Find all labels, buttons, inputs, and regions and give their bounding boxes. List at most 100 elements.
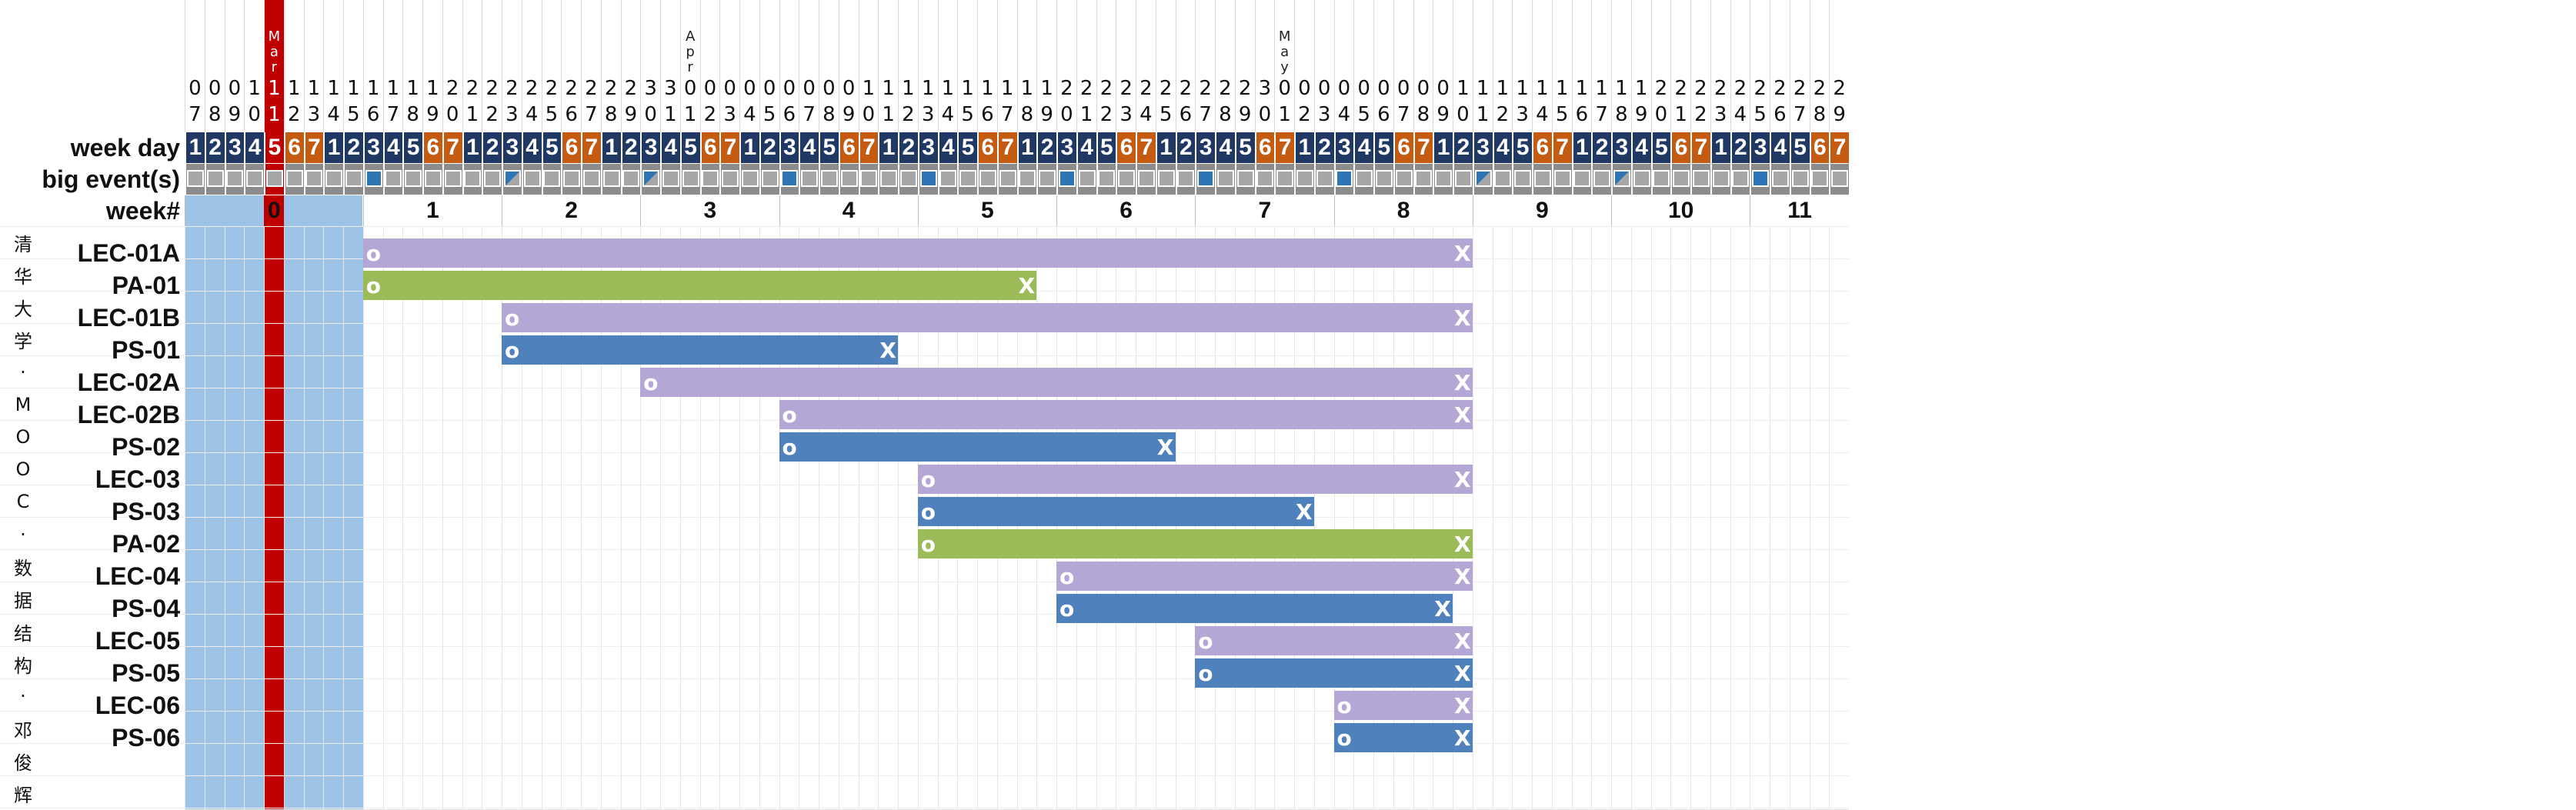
date-digit: 1 [347, 77, 360, 100]
weekday-number: 6 [704, 135, 717, 160]
month-letter: r [271, 59, 278, 75]
task-bar[interactable] [779, 432, 1176, 462]
date-digit: 4 [1733, 103, 1747, 126]
event-cell [600, 164, 621, 195]
big-event-marker [503, 170, 521, 187]
date-digit: 7 [1595, 103, 1608, 126]
task-bar[interactable] [1195, 658, 1473, 688]
weekday-number: 7 [1556, 135, 1569, 160]
date-digit: 0 [723, 77, 736, 100]
week-number: 6 [1119, 198, 1133, 223]
task-label: LEC-04 [46, 560, 185, 592]
task-bar[interactable] [362, 238, 1473, 268]
weekday-number: 1 [1714, 135, 1727, 160]
event-checkbox [602, 170, 620, 187]
weekday-number: 1 [1298, 135, 1312, 160]
event-checkbox [1276, 170, 1294, 187]
weekday-cell: 4 [799, 132, 819, 163]
weekday-cell: 6 [283, 132, 304, 163]
weekday-cell: 3 [1750, 132, 1770, 163]
week-number-cell: 8 [1333, 195, 1473, 226]
task-bar[interactable] [917, 529, 1473, 558]
event-checkbox [1454, 170, 1472, 187]
task-bar[interactable] [502, 335, 898, 365]
month-letter: A [685, 28, 696, 45]
date-digit: 2 [445, 77, 459, 100]
weekday-number: 2 [209, 135, 222, 160]
date-digit: 1 [1516, 77, 1529, 100]
start-mark: o [505, 337, 520, 363]
event-cell [323, 164, 343, 195]
weekday-cell: 4 [937, 132, 958, 163]
task-label: PA-01 [46, 269, 185, 302]
start-marker: o [782, 432, 802, 462]
weekday-cell: 7 [1690, 132, 1710, 163]
start-mark: o [920, 466, 936, 492]
end-mark: X [1454, 466, 1471, 492]
event-cell [719, 164, 739, 195]
task-bar[interactable] [1333, 691, 1473, 720]
event-checkbox [563, 170, 581, 187]
week-label: week# [0, 195, 185, 226]
weekday-number: 5 [1794, 135, 1807, 160]
date-digit: 0 [1436, 77, 1450, 100]
grid-column [1750, 226, 1770, 810]
week-0-band-highlight [264, 195, 284, 226]
weekday-cell: 4 [1492, 132, 1513, 163]
date-digit: 3 [307, 103, 321, 126]
date-digit: 1 [1595, 77, 1608, 100]
event-checkbox [1137, 170, 1155, 187]
event-checkbox [1553, 170, 1571, 187]
week-number-cell: 11 [1750, 195, 1849, 226]
weekday-cell: 6 [1116, 132, 1136, 163]
event-checkbox [1118, 170, 1136, 187]
task-bar[interactable] [502, 303, 1473, 332]
event-checkbox [959, 170, 977, 187]
date-digit: 3 [1516, 103, 1529, 126]
end-mark: X [1296, 498, 1313, 525]
date-digit: 1 [941, 77, 955, 100]
task-bar[interactable] [779, 400, 1473, 429]
date-digit: 2 [1159, 77, 1173, 100]
task-bar[interactable] [362, 271, 1037, 300]
weekday-number: 6 [288, 135, 301, 160]
date-digit: 2 [703, 103, 717, 126]
date-digit: 6 [981, 103, 994, 126]
grid-row-line [0, 775, 1849, 776]
event-checkbox [1831, 170, 1849, 187]
task-bar[interactable] [640, 368, 1473, 397]
task-bar[interactable] [1056, 594, 1453, 623]
task-bar[interactable] [1195, 626, 1473, 655]
task-bar[interactable] [1333, 723, 1473, 752]
event-checkbox [1078, 170, 1096, 187]
weekday-number: 3 [1338, 135, 1351, 160]
grid-column [244, 226, 264, 810]
date-digit: 2 [1079, 77, 1093, 100]
event-checkbox [1692, 170, 1710, 187]
weekday-cell: 3 [1333, 132, 1354, 163]
month-letter: y [1280, 59, 1289, 75]
task-bar[interactable] [1056, 562, 1473, 591]
task-bar[interactable] [917, 497, 1314, 526]
date-digit: 0 [683, 77, 697, 100]
date-digit: 1 [664, 103, 677, 126]
date-digit: 1 [1020, 77, 1034, 100]
event-checkbox [1256, 170, 1274, 187]
date-digit: 4 [1536, 103, 1549, 126]
date-digit: 1 [1575, 77, 1589, 100]
event-checkbox [1395, 170, 1413, 187]
event-cell [1670, 164, 1690, 195]
date-digit: 6 [1575, 103, 1589, 126]
task-bar[interactable] [917, 465, 1473, 494]
